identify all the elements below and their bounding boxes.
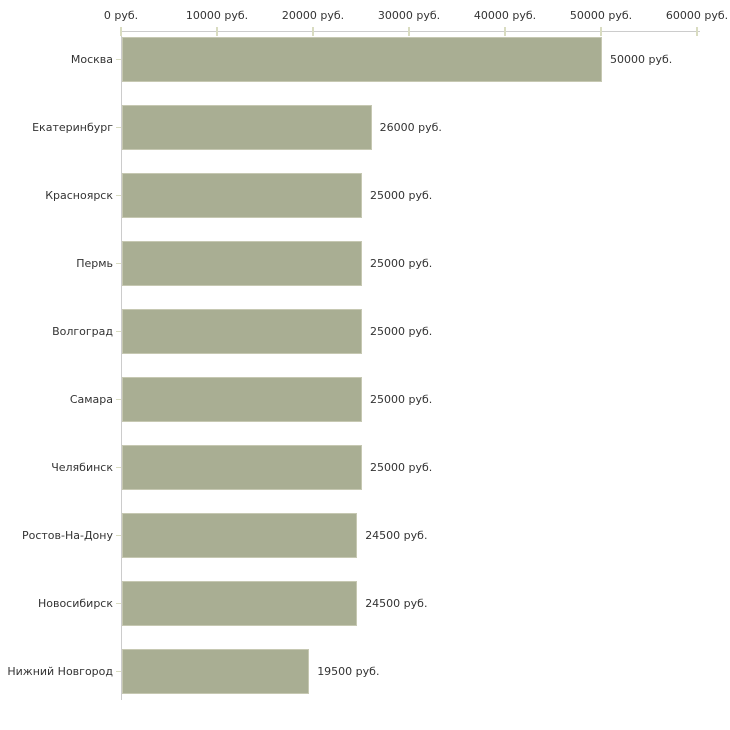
bar-value-label: 25000 руб. — [370, 188, 433, 202]
bar — [122, 377, 362, 422]
category-label: Самара — [69, 392, 113, 406]
bar — [122, 37, 602, 82]
x-axis-tick-label: 30000 руб. — [377, 9, 441, 22]
bar-value-label: 19500 руб. — [317, 664, 380, 678]
y-axis-line — [121, 31, 122, 700]
x-axis-tick-label: 40000 руб. — [473, 9, 537, 22]
x-axis-tick-label: 60000 руб. — [665, 9, 729, 22]
bar-value-label: 50000 руб. — [610, 52, 673, 66]
category-label: Екатеринбург — [32, 120, 113, 134]
x-axis-tick — [408, 27, 410, 36]
category-tick — [116, 398, 121, 400]
category-tick — [116, 330, 121, 332]
bar — [122, 445, 362, 490]
bar-value-label: 25000 руб. — [370, 256, 433, 270]
x-axis-line — [121, 31, 700, 32]
category-label: Ростов-На-Дону — [21, 528, 113, 542]
bar — [122, 513, 358, 558]
bar-value-label: 25000 руб. — [370, 324, 433, 338]
bar — [122, 309, 362, 354]
bar-value-label: 24500 руб. — [365, 528, 428, 542]
category-tick — [116, 58, 121, 60]
x-axis-tick — [600, 27, 602, 36]
category-tick — [116, 466, 121, 468]
category-label: Челябинск — [51, 460, 113, 474]
x-axis-tick-label: 20000 руб. — [281, 9, 345, 22]
x-axis-tick-label: 50000 руб. — [569, 9, 633, 22]
bar — [122, 649, 310, 694]
x-axis-tick — [312, 27, 314, 36]
category-label: Волгоград — [52, 324, 113, 338]
category-label: Пермь — [76, 256, 113, 270]
category-tick — [116, 126, 121, 128]
bar — [122, 105, 372, 150]
category-tick — [116, 602, 121, 604]
bar — [122, 241, 362, 286]
x-axis-tick — [696, 27, 698, 36]
x-axis-tick — [504, 27, 506, 36]
category-label: Новосибирск — [37, 596, 113, 610]
category-tick — [116, 262, 121, 264]
category-label: Нижний Новгород — [7, 664, 113, 678]
x-axis-tick-label: 0 руб. — [103, 9, 139, 22]
bar-value-label: 25000 руб. — [370, 392, 433, 406]
category-label: Москва — [70, 52, 113, 66]
bar-value-label: 25000 руб. — [370, 460, 433, 474]
category-label: Красноярск — [45, 188, 113, 202]
bar-value-label: 26000 руб. — [379, 120, 442, 134]
bar — [122, 173, 362, 218]
category-tick — [116, 534, 121, 536]
x-axis-tick — [216, 27, 218, 36]
bar — [122, 581, 358, 626]
bar-value-label: 24500 руб. — [365, 596, 428, 610]
x-axis-tick-label: 10000 руб. — [185, 9, 249, 22]
x-axis-tick — [120, 27, 122, 36]
category-tick — [116, 670, 121, 672]
category-tick — [116, 194, 121, 196]
